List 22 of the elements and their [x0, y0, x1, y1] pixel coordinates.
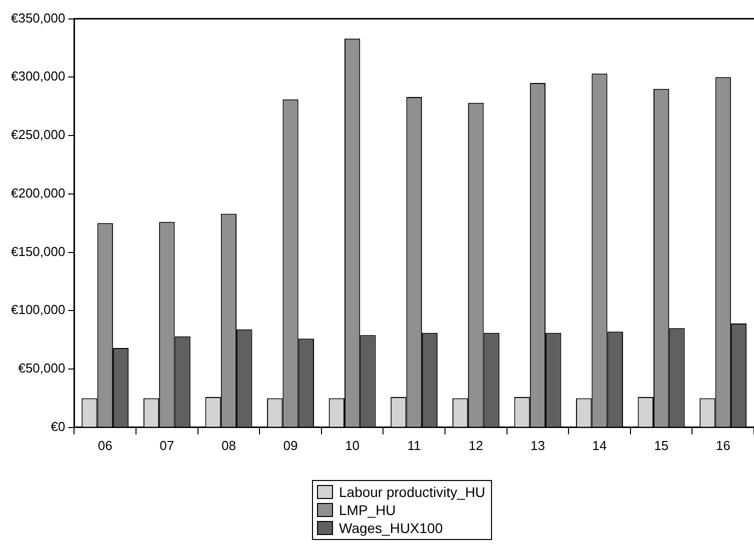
y-tick-label: €100,000	[10, 302, 66, 318]
x-tick-label: 08	[221, 438, 236, 453]
x-tick-label: 06	[98, 438, 112, 453]
y-tick-label: €0	[50, 418, 66, 434]
x-tick-label: 07	[160, 438, 174, 453]
x-tick-label: 13	[530, 438, 545, 453]
x-tick-label: 11	[407, 438, 421, 453]
y-tick-label: €200,000	[10, 185, 66, 200]
y-tick-label: €150,000	[10, 244, 66, 259]
y-tick-label: €250,000	[10, 127, 66, 142]
legend-label: Labour productivity_HU	[339, 483, 486, 501]
x-tick-label: 12	[468, 438, 484, 453]
y-tick-label: €300,000	[10, 68, 66, 84]
legend-label: Wages_HUX100	[339, 519, 443, 537]
y-tick-label: €50,000	[18, 360, 66, 376]
x-tick-label: 14	[592, 438, 607, 453]
x-tick-label: 10	[345, 438, 360, 453]
legend-label: LMP_HU	[339, 501, 396, 519]
x-tick-label: 09	[283, 438, 298, 453]
x-tick-label: 16	[716, 438, 730, 453]
y-tick-label: €350,000	[10, 10, 66, 26]
x-tick-label: 15	[654, 438, 669, 453]
